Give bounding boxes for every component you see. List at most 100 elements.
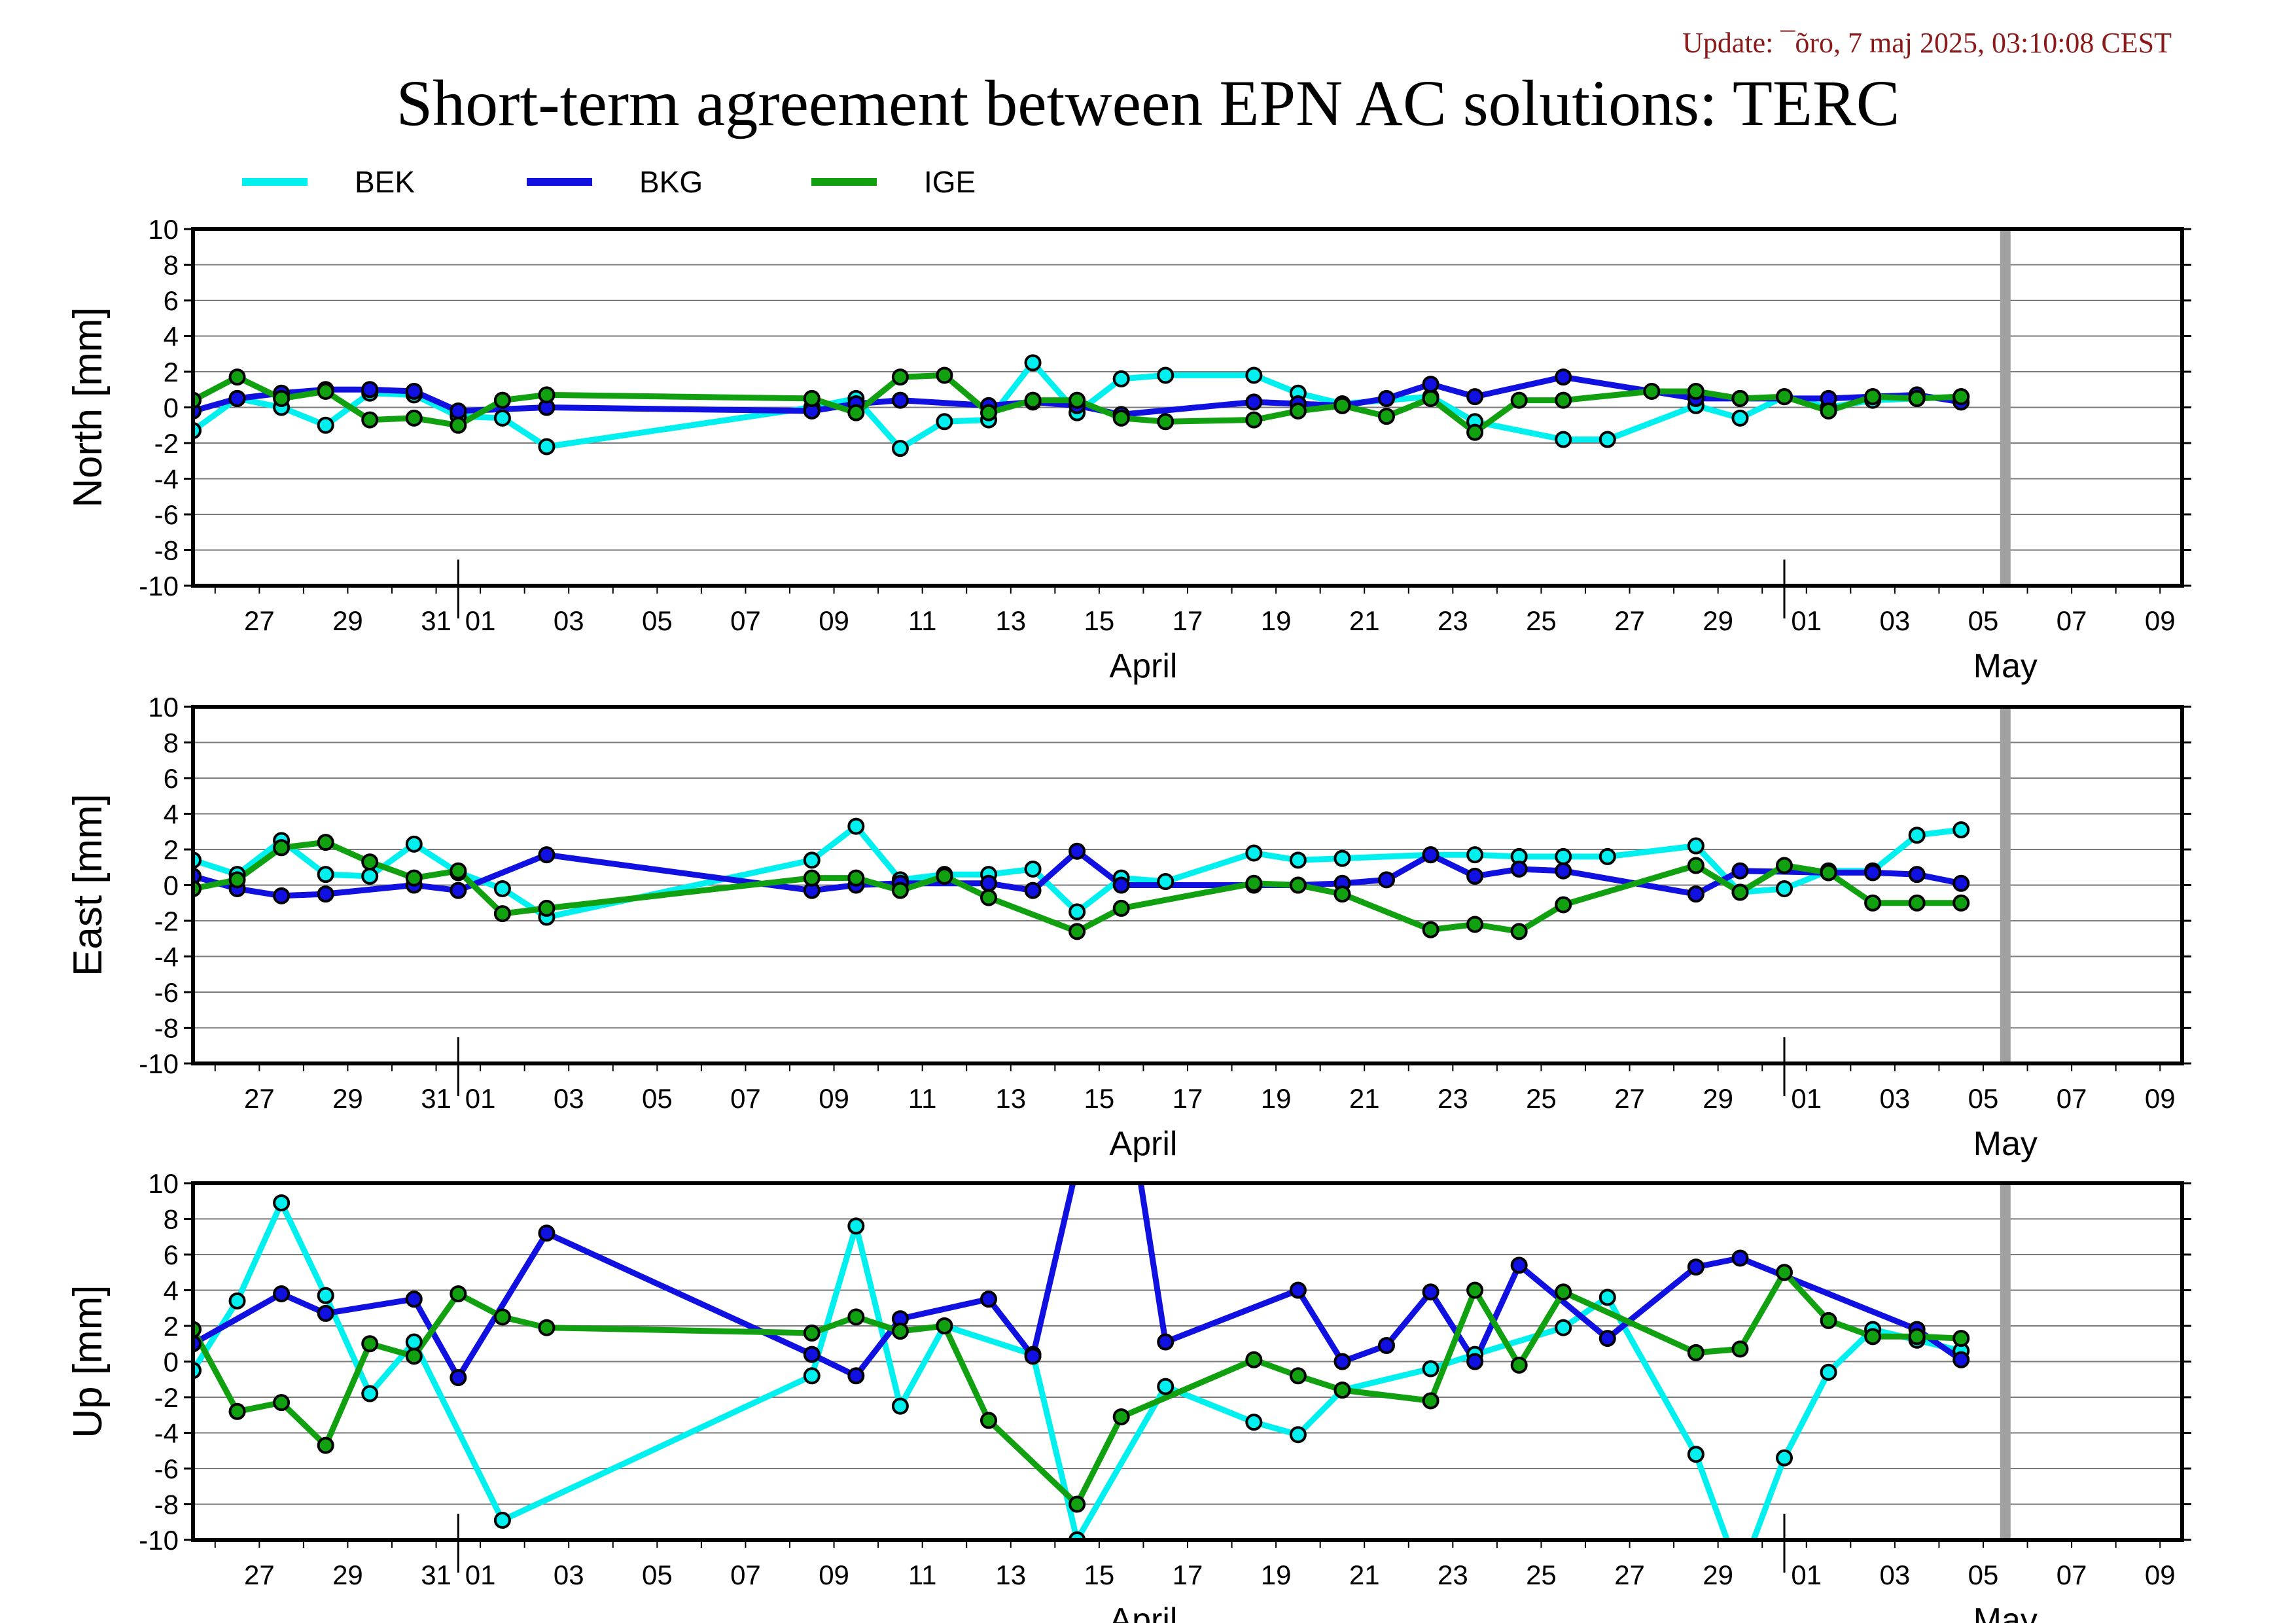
data-point-bek — [1731, 409, 1749, 427]
data-point-ige — [1466, 1281, 1484, 1299]
x-tick-label: 01 — [1791, 1083, 1822, 1114]
data-point-ige — [1952, 388, 1970, 406]
y-tick-label: -2 — [154, 428, 179, 459]
x-tick-label: 15 — [1084, 1083, 1115, 1114]
y-tick-label: -10 — [139, 1525, 179, 1556]
data-point-bkg — [1952, 1351, 1970, 1368]
y-tick-label: -4 — [154, 942, 179, 972]
legend-swatch-bkg — [527, 178, 592, 186]
y-tick-label: -6 — [154, 499, 179, 530]
legend-label-ige: IGE — [924, 165, 976, 199]
data-point-bkg — [1422, 846, 1439, 864]
data-point-bkg — [980, 1291, 997, 1308]
data-point-ige — [1069, 391, 1086, 409]
data-point-ige — [1864, 1328, 1882, 1346]
y-tick-label: 6 — [164, 763, 179, 794]
x-tick-label: 31 — [421, 605, 451, 636]
y-tick-label: 4 — [164, 1275, 179, 1306]
data-point-ige — [1776, 388, 1793, 406]
x-tick-label: 25 — [1526, 1083, 1557, 1114]
x-tick-label: 11 — [908, 605, 937, 636]
x-tick-label: 25 — [1526, 605, 1557, 636]
x-tick-label: 05 — [642, 1560, 673, 1590]
data-point-ige — [1422, 921, 1439, 938]
data-point-bkg — [1070, 1158, 1084, 1173]
y-tick-label: -2 — [154, 1382, 179, 1413]
x-tick-label: 29 — [1703, 1083, 1733, 1114]
data-point-ige — [450, 1285, 467, 1302]
data-point-bek — [1112, 370, 1130, 387]
chart-north: -10 -8 -6 -4 -2 0 2 4 6 8 10 27 29 31 01 03 05 07 09 11 13 15… — [65, 214, 2191, 685]
data-point-ige — [1908, 1328, 1926, 1346]
data-point-bek — [1024, 354, 1042, 372]
x-tick-label: 07 — [2057, 605, 2087, 636]
data-point-bek — [1776, 1449, 1793, 1467]
data-point-ige — [405, 1347, 423, 1365]
x-tick-label: 17 — [1173, 1083, 1203, 1114]
data-point-ige — [1952, 894, 1970, 912]
data-point-ige — [891, 1323, 909, 1340]
data-point-bek — [538, 438, 556, 455]
y-tick-label: 8 — [164, 1204, 179, 1235]
data-point-bek — [1687, 837, 1704, 855]
chart-up: -10 -8 -6 -4 -2 0 2 4 6 8 10 27 29 31 01 03 05 07 09 11 13 15… — [65, 1158, 2191, 1623]
data-point-ige — [228, 1402, 246, 1420]
x-tick-label: 05 — [1968, 605, 1999, 636]
data-point-bek — [1598, 431, 1616, 448]
data-point-ige — [1820, 402, 1837, 419]
data-point-ige — [405, 409, 423, 427]
data-point-ige — [361, 1335, 379, 1353]
data-point-bkg — [1466, 1353, 1484, 1370]
x-tick-label: 19 — [1261, 1560, 1292, 1590]
series-line-bkg — [193, 1183, 1963, 1381]
x-tick-label: 29 — [332, 605, 363, 636]
data-point-bek — [493, 880, 511, 897]
data-point-bkg — [847, 1367, 865, 1385]
data-point-ige — [1333, 885, 1351, 903]
x-tick-label: 05 — [642, 605, 673, 636]
month-label: April — [1109, 647, 1177, 685]
data-point-ige — [1112, 899, 1130, 917]
x-tick-label: 07 — [730, 605, 761, 636]
x-tick-label: 11 — [908, 1560, 937, 1590]
data-point-ige — [803, 1324, 821, 1342]
data-point-bkg — [1069, 842, 1086, 860]
data-point-ige — [317, 1436, 334, 1454]
x-tick-label: 09 — [2145, 1083, 2176, 1114]
data-point-bek — [1024, 860, 1042, 878]
x-tick-label: 03 — [1880, 1083, 1911, 1114]
data-point-bkg — [1687, 1258, 1704, 1276]
data-point-bek — [936, 413, 953, 431]
x-tick-label: 01 — [465, 605, 496, 636]
data-point-bkg — [1289, 1281, 1307, 1299]
x-tick-label: 05 — [1968, 1560, 1999, 1590]
y-tick-label: 4 — [164, 321, 179, 352]
x-tick-label: 31 — [421, 1560, 451, 1590]
data-point-bek — [1598, 847, 1616, 865]
data-point-bek — [1687, 1446, 1704, 1463]
month-label: April — [1109, 1601, 1177, 1623]
data-point-ige — [1908, 894, 1926, 912]
data-point-ige — [1466, 423, 1484, 441]
data-point-bkg — [405, 1291, 423, 1308]
y-tick-label: -8 — [154, 1489, 179, 1520]
x-tick-label: 23 — [1438, 605, 1468, 636]
y-tick-label: 2 — [164, 1311, 179, 1342]
data-point-ige — [1112, 1408, 1130, 1425]
legend-label-bek: BEK — [355, 165, 415, 199]
y-tick-label: -4 — [154, 1418, 179, 1449]
x-tick-label: 27 — [244, 1560, 275, 1590]
x-tick-label: 01 — [1791, 1560, 1822, 1590]
data-point-ige — [1289, 1367, 1307, 1385]
data-point-ige — [1024, 391, 1042, 409]
x-tick-label: 29 — [1703, 605, 1733, 636]
x-tick-label: 17 — [1173, 1560, 1203, 1590]
data-point-bkg — [405, 382, 423, 400]
plot-frame — [191, 705, 2184, 1065]
x-tick-label: 01 — [465, 1560, 496, 1590]
data-point-ige — [936, 867, 953, 885]
data-point-bek — [1245, 366, 1263, 384]
data-point-ige — [803, 869, 821, 887]
data-point-bek — [1952, 821, 1970, 839]
data-point-ige — [1555, 896, 1572, 914]
